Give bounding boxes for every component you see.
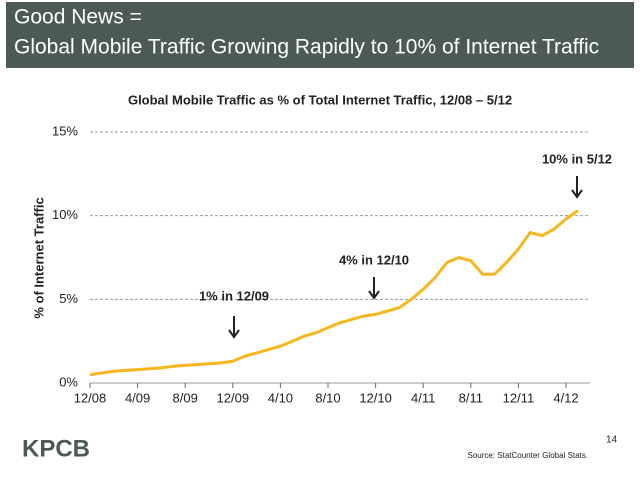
plot: 0% 5% 10% 15% 12/08 4/09 8/09 12/09 4/10 8/10 12/1… xyxy=(52,123,590,405)
x-tick-label: 12/08 xyxy=(74,390,107,405)
annotation-text: 1% in 12/09 xyxy=(199,288,269,303)
x-tick-label: 8/10 xyxy=(315,390,340,405)
x-tick-label: 8/11 xyxy=(459,390,483,405)
annotation-text: 10% in 5/12 xyxy=(542,151,612,166)
logo: KPCB xyxy=(22,435,90,462)
x-tick-label: 12/10 xyxy=(359,390,392,405)
source: Source: StatCounter Global Stats. xyxy=(467,451,588,460)
y-tick-label: 10% xyxy=(52,207,78,222)
x-tick-label: 12/11 xyxy=(503,390,535,405)
annotation-text: 4% in 12/10 xyxy=(339,252,409,267)
annotation: 1% in 12/09 4% in 12/10 10% in 5/12 xyxy=(199,151,612,339)
data-line xyxy=(89,209,579,377)
y-tick-label: 15% xyxy=(52,123,78,138)
x-tick-label: 4/10 xyxy=(268,390,293,405)
y-tick-label: 0% xyxy=(59,374,78,389)
header-title: Global Mobile Traffic Growing Rapidly to… xyxy=(14,36,599,59)
x-tick-label: 12/09 xyxy=(217,390,250,405)
y-axis-label: % of Internet Traffic xyxy=(31,197,46,318)
x-tick-label: 4/12 xyxy=(553,390,578,405)
chart-title: Global Mobile Traffic as % of Total Inte… xyxy=(128,92,512,107)
header-band xyxy=(6,2,634,68)
x-tick-label: 4/09 xyxy=(125,390,150,405)
arrow xyxy=(368,277,380,300)
y-tick-label: 5% xyxy=(59,291,78,306)
header-title: Good News = xyxy=(14,6,142,29)
x-tick-label: 4/11 xyxy=(411,390,435,405)
arrow xyxy=(228,316,240,339)
x-tick-label: 8/09 xyxy=(173,390,198,405)
arrow xyxy=(571,176,583,199)
page-number: 14 xyxy=(606,435,618,446)
